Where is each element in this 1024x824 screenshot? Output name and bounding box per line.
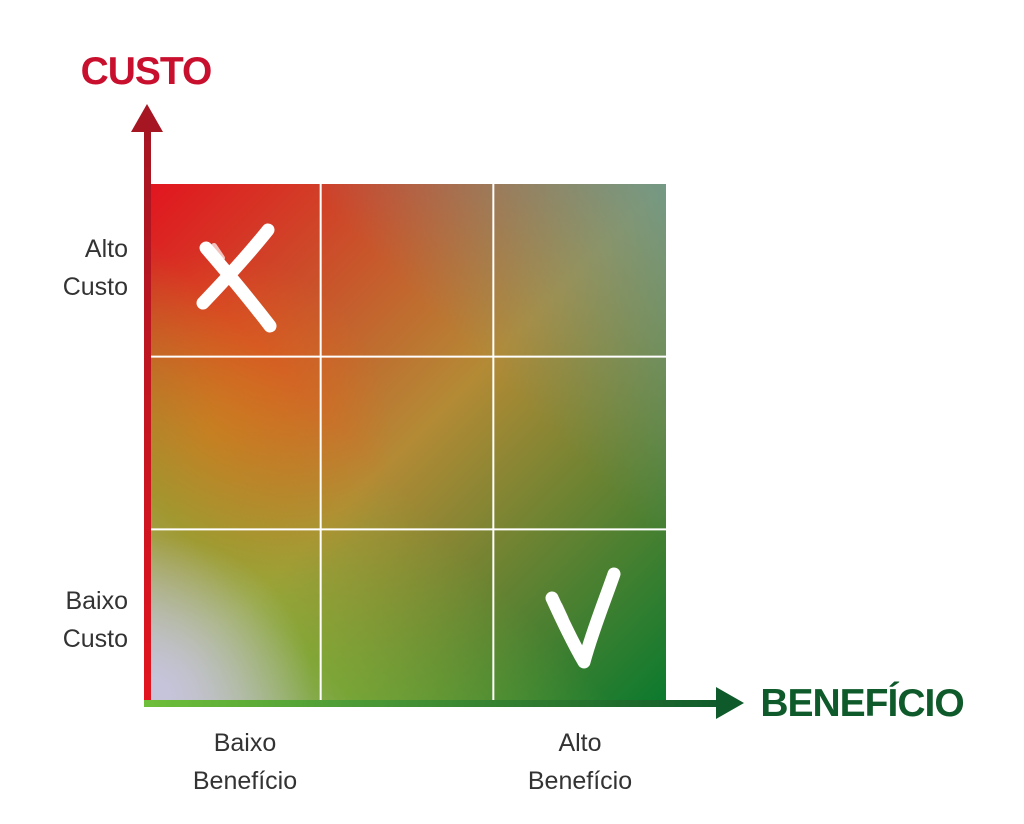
y-tick-high-cost: Alto Custo xyxy=(63,235,128,301)
x-axis-arrow-icon xyxy=(716,687,744,719)
y-axis-arrow-icon xyxy=(131,104,163,132)
x-tick-label: Benefício xyxy=(528,767,632,795)
x-tick-high-benefit: Alto Benefício xyxy=(528,729,632,795)
x-axis-title: BENEFÍCIO xyxy=(760,681,963,725)
y-tick-low-cost: Baixo Custo xyxy=(63,587,128,653)
y-axis-title: CUSTO xyxy=(81,50,212,93)
y-tick-label: Custo xyxy=(63,625,128,653)
x-axis-line xyxy=(144,700,724,707)
y-tick-label: Alto xyxy=(85,235,128,263)
x-tick-low-benefit: Baixo Benefício xyxy=(193,729,297,795)
y-tick-label: Custo xyxy=(63,273,128,301)
x-tick-label: Baixo xyxy=(214,729,277,757)
x-tick-label: Alto xyxy=(558,729,601,757)
y-tick-label: Baixo xyxy=(65,587,128,615)
x-tick-label: Benefício xyxy=(193,767,297,795)
y-axis-line xyxy=(144,126,151,706)
